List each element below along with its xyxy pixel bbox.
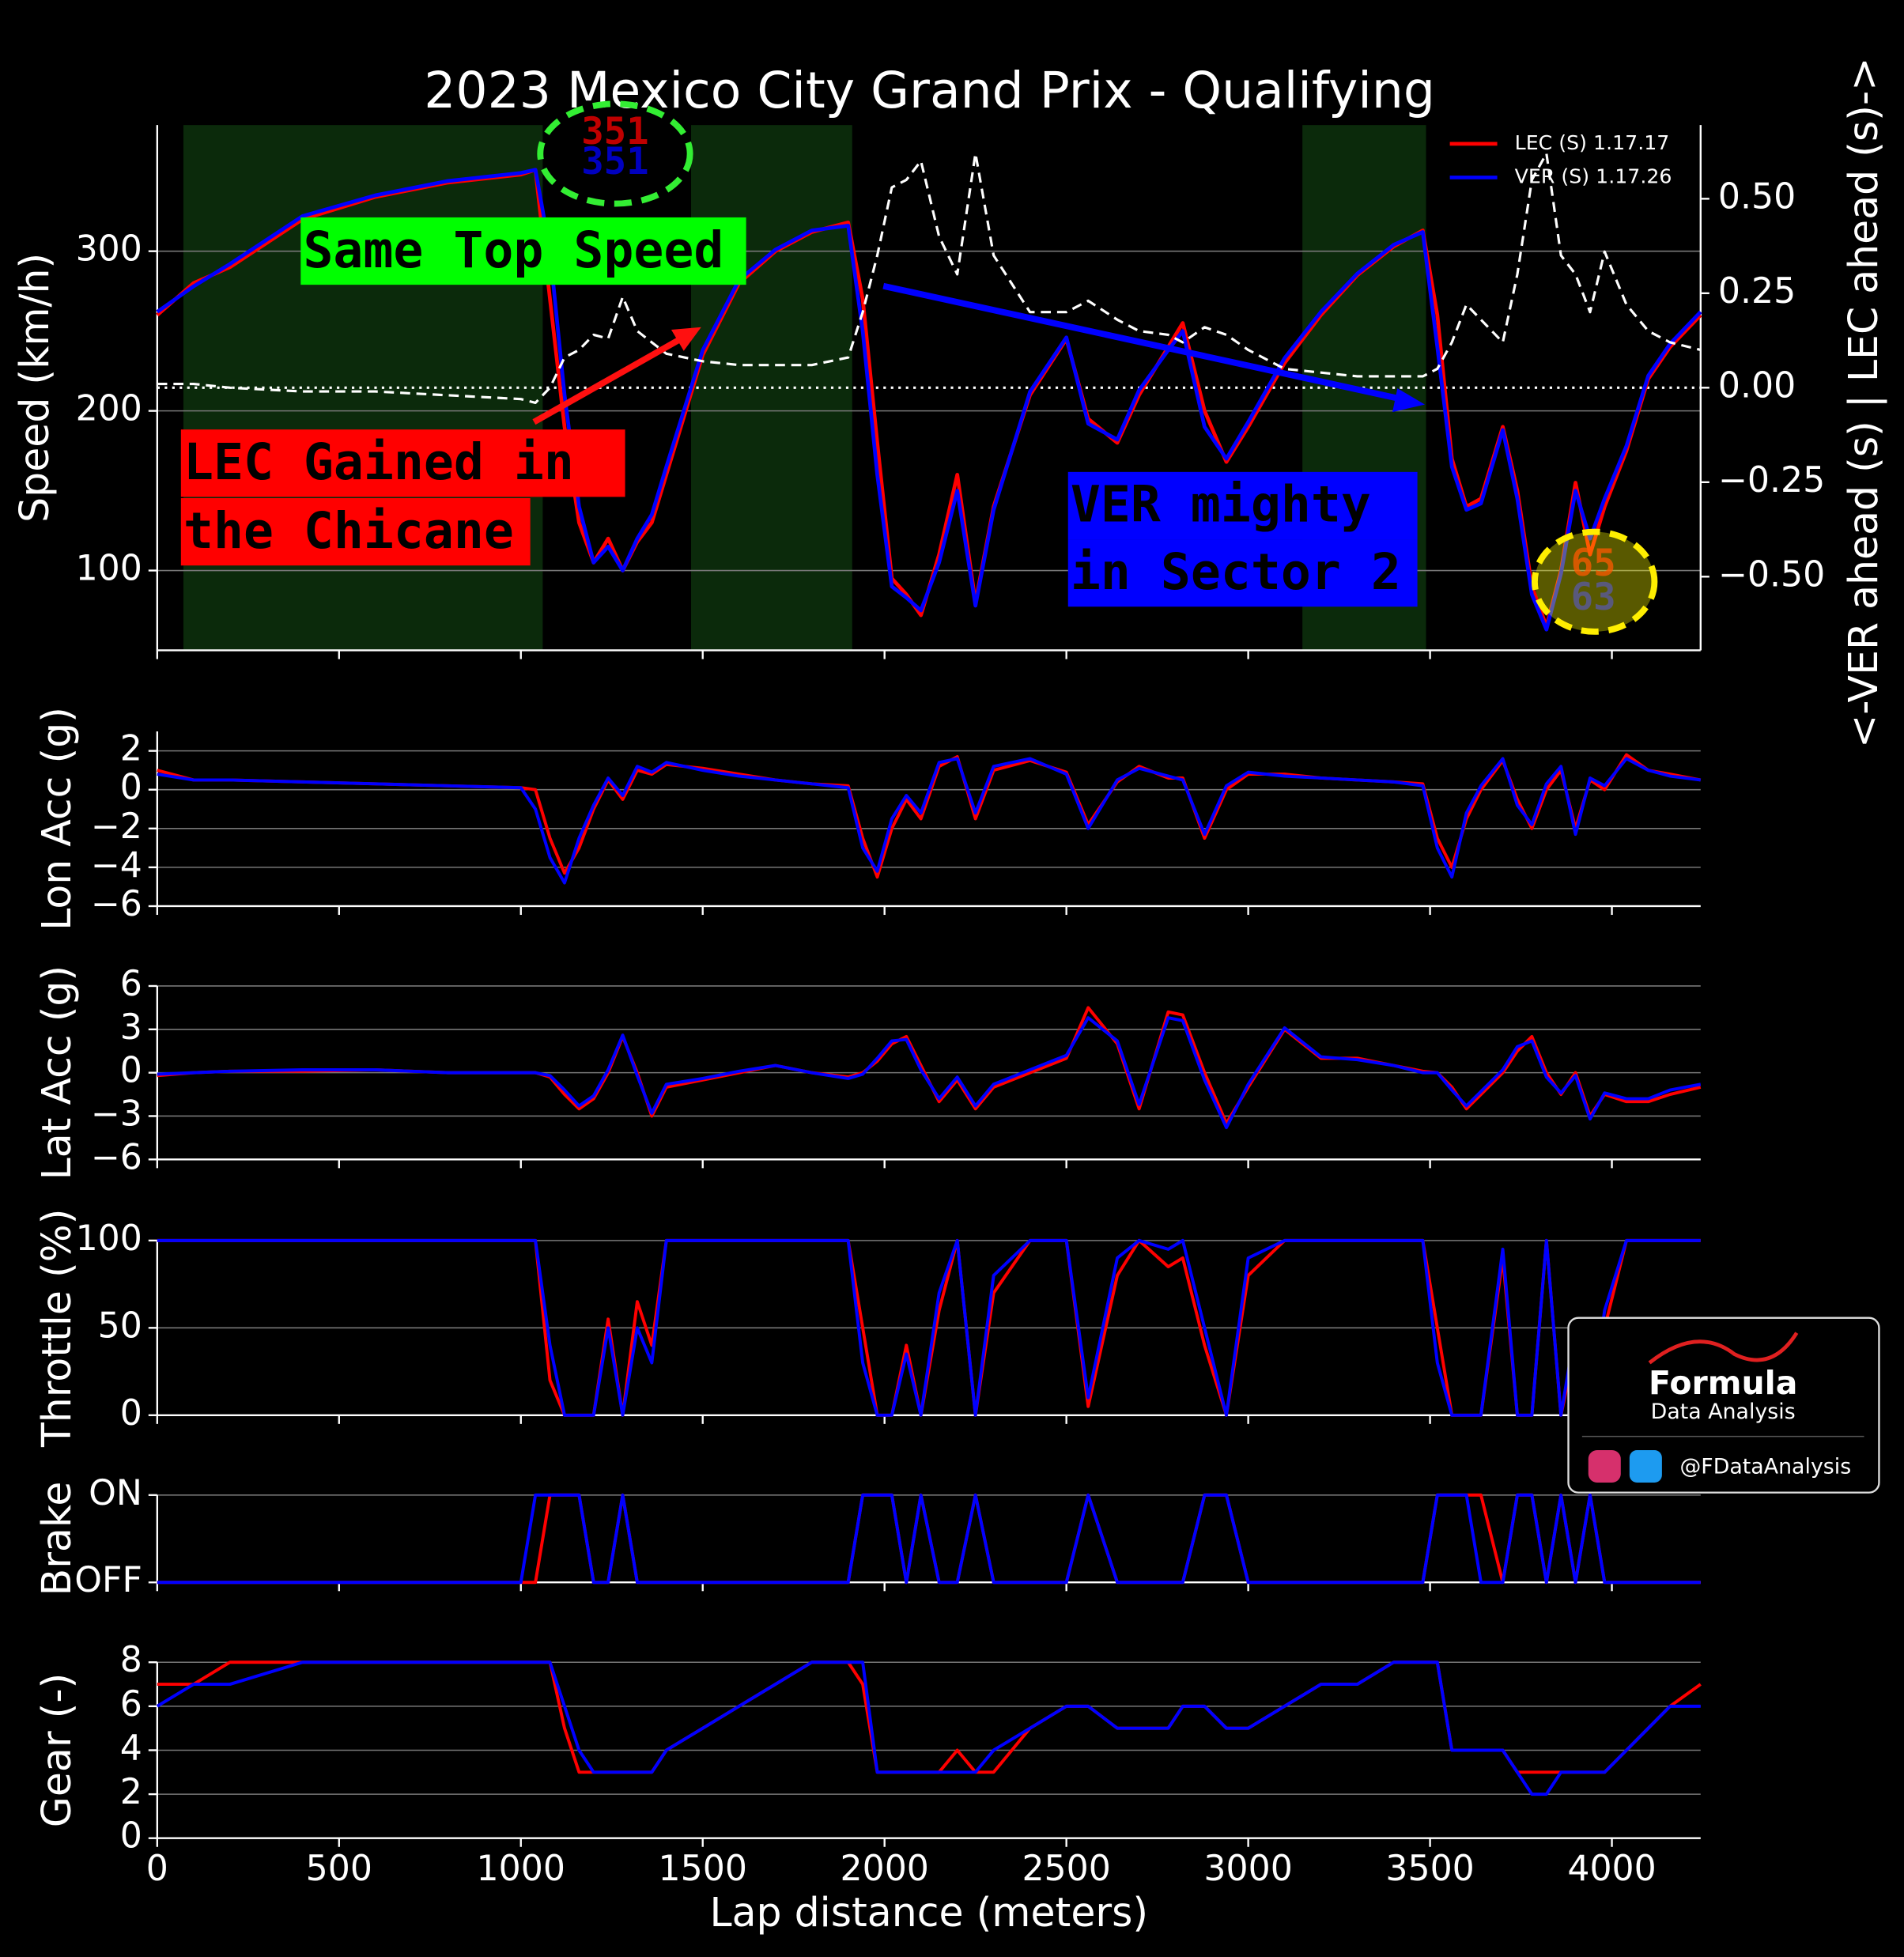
x-tick-label: 1500	[659, 1849, 747, 1889]
series-line	[156, 1660, 1701, 1796]
y-tick-label: −6	[91, 884, 142, 924]
annotation-box	[300, 217, 746, 285]
y-tick-label: 2	[120, 729, 142, 769]
x-tick-label: 1000	[477, 1849, 565, 1889]
y-axis-label: Lat Acc (g)	[33, 965, 80, 1181]
x-tick-label: 2000	[840, 1849, 928, 1889]
annotation-text: VER mighty	[1071, 475, 1371, 534]
annotation-arrows	[532, 100, 1658, 635]
annotation-box	[1067, 539, 1418, 607]
speed-callout: 351	[581, 110, 648, 153]
arrow-head	[671, 327, 701, 351]
y-tick-label: −3	[91, 1094, 142, 1134]
annotation-box	[1067, 471, 1418, 540]
annotation-text: Same Top Speed	[303, 221, 723, 279]
series-line	[157, 1238, 1701, 1417]
y-tick-label: 0	[120, 768, 142, 808]
logo-swoosh	[1648, 1332, 1799, 1365]
instagram-icon	[1588, 1449, 1621, 1483]
annotation-text: LEC Gained in	[183, 433, 574, 491]
watermark-box	[1567, 1317, 1880, 1494]
y2-axis-label: <-VER ahead (s) | LEC ahead (s)->	[1840, 58, 1887, 748]
y-tick-label: 0	[120, 1051, 142, 1091]
y2-tick-label: 0.50	[1718, 176, 1796, 217]
watermark-handle: @FDataAnalysis	[1679, 1455, 1851, 1479]
watermark: Formula Data Analysis @FDataAnalysis	[1567, 1317, 1880, 1494]
y-tick-label: −6	[91, 1137, 142, 1177]
series-line	[157, 1006, 1702, 1125]
series-line	[157, 757, 1702, 885]
y-tick-label: 50	[98, 1305, 142, 1346]
x-tick-label: 4000	[1567, 1849, 1656, 1889]
y2-tick-label: −0.50	[1718, 554, 1825, 595]
series-line	[157, 152, 1702, 405]
x-tick-label: 500	[306, 1849, 372, 1889]
y2-tick-label: −0.25	[1718, 460, 1825, 501]
x-axis-label: Lap distance (meters)	[709, 1889, 1148, 1936]
y-tick-label: ON	[89, 1473, 142, 1513]
annotation-text: in Sector 2	[1071, 542, 1401, 601]
y-tick-label: −4	[91, 845, 142, 886]
y-tick-label: 100	[76, 549, 142, 589]
y-axis-label: Lon Acc (g)	[33, 707, 80, 931]
legend-label: VER (S) 1.17.26	[1515, 164, 1672, 187]
watermark-name: Formula	[1649, 1364, 1797, 1402]
y-axis-label: Gear (-)	[33, 1673, 80, 1828]
watermark-subtitle: Data Analysis	[1651, 1400, 1796, 1424]
y2-tick-label: 0.25	[1718, 271, 1796, 312]
y-tick-label: 6	[120, 964, 142, 1004]
speed-callout: 63	[1571, 576, 1616, 619]
x-tick-label: 3000	[1203, 1849, 1292, 1889]
y-tick-label: 0	[120, 1816, 142, 1857]
y-tick-label: 100	[76, 1218, 142, 1259]
y-tick-label: 2	[120, 1772, 142, 1812]
chart-title: 2023 Mexico City Grand Prix - Qualifying	[424, 61, 1435, 119]
series-line	[157, 1016, 1702, 1130]
y-tick-label: OFF	[74, 1560, 142, 1600]
annotation-text: the Chicane	[183, 501, 514, 560]
highlight-circle	[537, 100, 693, 207]
speed-callout: 351	[581, 140, 648, 183]
highlight-circle	[1531, 528, 1658, 635]
y-tick-label: 0	[120, 1393, 142, 1434]
y-axis-label: Throttle (%)	[33, 1209, 80, 1448]
arrow	[882, 282, 1405, 403]
series-line	[156, 168, 1702, 632]
y-axis-label: Speed (km/h)	[11, 253, 58, 523]
y-tick-label: 200	[76, 389, 142, 429]
arrow	[532, 334, 686, 425]
y-tick-label: 300	[76, 229, 142, 270]
y-tick-label: 3	[120, 1007, 142, 1048]
y2-tick-label: 0.00	[1718, 365, 1796, 406]
x-tick-label: 3500	[1385, 1849, 1474, 1889]
legend-label: LEC (S) 1.17.17	[1515, 131, 1670, 154]
annotation-box	[180, 429, 625, 497]
series-line	[157, 1493, 1701, 1585]
y-tick-label: 8	[120, 1640, 142, 1680]
x-tick-label: 0	[146, 1849, 168, 1889]
twitter-icon	[1629, 1449, 1662, 1483]
annotation-box	[180, 497, 531, 566]
speed-callout: 65	[1571, 542, 1616, 585]
y-tick-label: −2	[91, 807, 142, 847]
y-tick-label: 4	[120, 1728, 142, 1768]
x-tick-label: 2500	[1022, 1849, 1110, 1889]
arrow-head	[1392, 388, 1426, 413]
y-tick-label: 6	[120, 1684, 142, 1725]
y-axis-label: Brake	[33, 1482, 80, 1596]
